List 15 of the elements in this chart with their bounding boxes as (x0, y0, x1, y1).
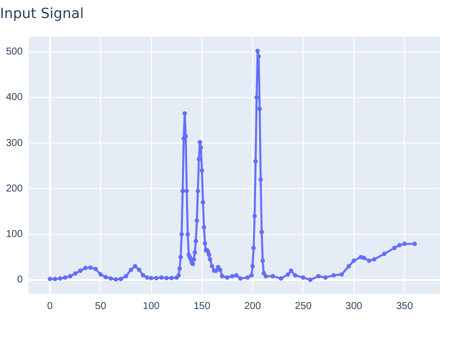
x-tick-label: 150 (194, 300, 211, 312)
x-tick-label: 350 (396, 300, 414, 312)
x-tick-label: 200 (244, 300, 262, 312)
y-tick-label: 200 (6, 183, 24, 194)
y-tick-label: 300 (6, 138, 24, 149)
y-tick-label: 400 (6, 92, 24, 104)
x-tick-label: 0 (47, 300, 54, 312)
x-tick-label: 50 (95, 300, 107, 312)
x-tick-label: 100 (142, 300, 160, 312)
x-tick-label: 300 (346, 300, 363, 312)
y-tick-label: 0 (17, 274, 24, 286)
chart-title: Input Signal (0, 6, 84, 22)
y-tick-label: 500 (6, 46, 24, 58)
x-tick-label: 250 (294, 300, 312, 312)
y-tick-label: 100 (6, 229, 24, 240)
